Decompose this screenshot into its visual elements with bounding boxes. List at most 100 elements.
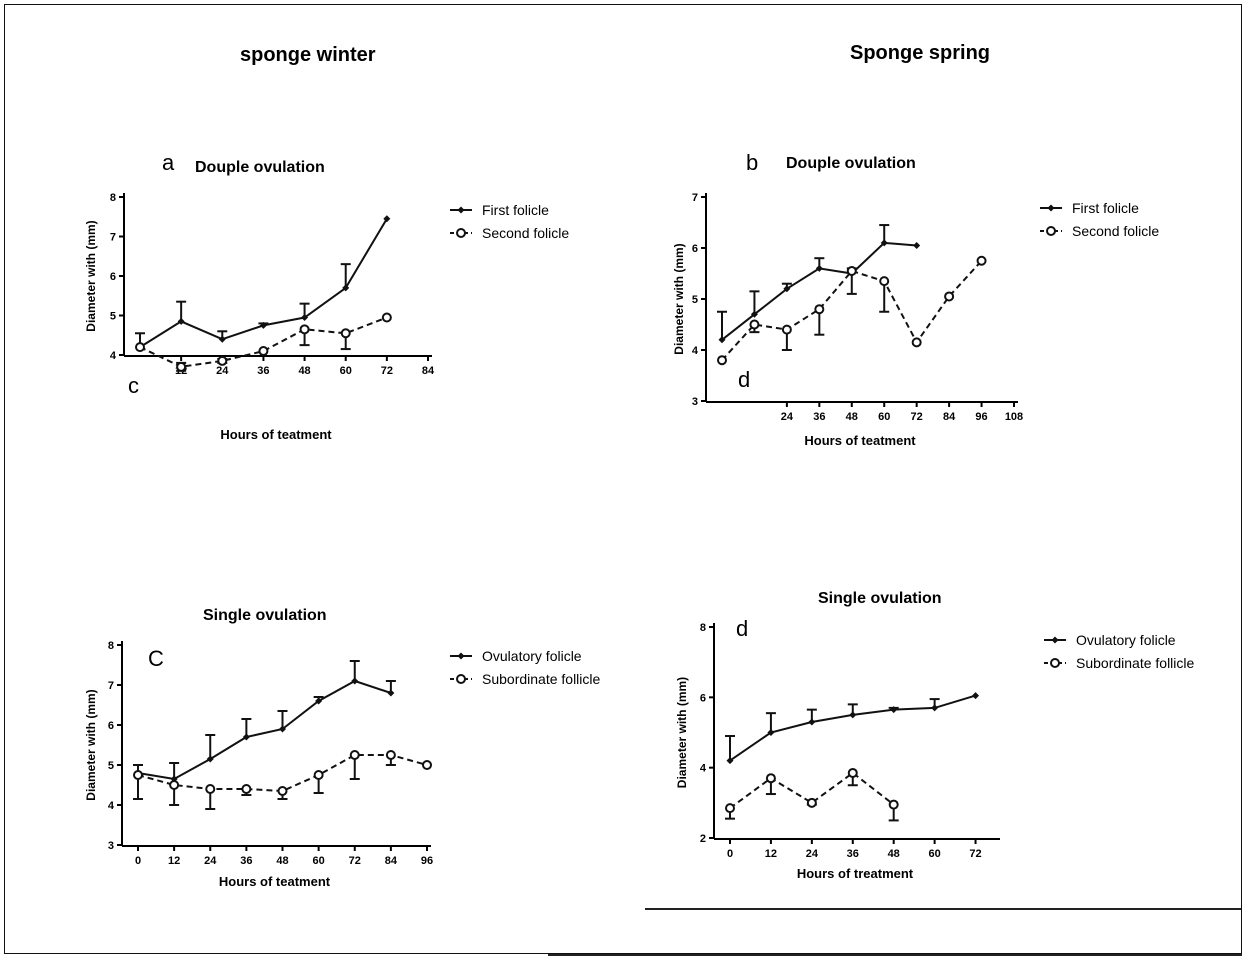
x-tick-label: 0 [135, 855, 141, 867]
data-point [205, 784, 216, 794]
y-tick-label: 5 [692, 294, 698, 306]
legend-label: Subordinate follicle [482, 671, 601, 687]
y-axis-label: Diameter with (mm) [84, 220, 98, 331]
data-point [888, 799, 899, 810]
x-axis-label: Hours of teatment [220, 427, 332, 442]
legend-marker [457, 652, 465, 660]
data-point [913, 241, 921, 249]
heading-sponge-spring: Sponge spring [850, 42, 990, 64]
y-axis-label: Diameter with (mm) [84, 689, 98, 800]
data-point [176, 361, 187, 372]
data-point [765, 773, 776, 784]
legend-label: Second folicle [482, 225, 569, 241]
x-tick-label: 36 [813, 411, 825, 423]
data-point [206, 755, 214, 763]
data-point [218, 335, 226, 343]
panel-letter: d [736, 616, 748, 641]
panel-title: Douple ovulation [195, 159, 325, 176]
y-tick-label: 7 [692, 192, 698, 204]
legend-label: First folicle [482, 202, 549, 218]
data-point [313, 770, 324, 780]
data-point [279, 725, 286, 733]
series-line [137, 679, 392, 781]
legend-marker [1051, 636, 1059, 644]
x-tick-label: 48 [276, 855, 288, 867]
data-point [718, 336, 726, 344]
data-point [717, 355, 727, 366]
legend-label: Subordinate follicle [1076, 655, 1195, 671]
data-point [781, 324, 792, 335]
x-tick-label: 72 [969, 848, 981, 860]
x-tick-label: 48 [298, 365, 310, 377]
figure-border [4, 4, 1242, 954]
legend-marker [457, 206, 465, 214]
y-tick-label: 6 [700, 692, 706, 704]
x-tick-label: 60 [878, 411, 890, 423]
panel-title: Douple ovulation [786, 155, 916, 172]
x-tick-label: 36 [847, 848, 859, 860]
y-tick-label: 6 [110, 271, 116, 283]
panel-letter: b [746, 150, 758, 175]
x-tick-label: 72 [381, 365, 393, 377]
x-axis-label: Hours of teatment [219, 874, 331, 889]
x-tick-label: 84 [422, 365, 435, 377]
data-point [351, 677, 359, 685]
data-point [259, 321, 267, 329]
panel-title: Single ovulation [818, 590, 942, 607]
data-point [726, 757, 734, 765]
legend-marker [1047, 204, 1055, 212]
data-point [815, 264, 823, 272]
data-point [385, 750, 396, 760]
y-tick-label: 3 [692, 396, 698, 408]
data-point [349, 750, 360, 760]
legend-label: First folicle [1072, 200, 1139, 216]
y-tick-label: 4 [110, 350, 117, 362]
data-point [217, 355, 228, 366]
data-point [242, 733, 250, 741]
data-point [422, 760, 432, 770]
data-point [301, 313, 309, 321]
data-point [177, 317, 185, 325]
x-tick-label: 96 [421, 855, 433, 867]
x-tick-label: 72 [911, 411, 923, 423]
data-point [750, 310, 758, 318]
y-tick-label: 3 [108, 840, 114, 852]
y-axis-label: Diameter with (mm) [672, 243, 686, 354]
data-point [381, 312, 392, 323]
series-line [137, 754, 428, 793]
y-tick-label: 5 [110, 311, 116, 323]
x-axis-label: Hours of treatment [797, 866, 914, 881]
x-tick-label: 12 [168, 855, 180, 867]
y-tick-label: 6 [108, 720, 114, 732]
data-point [299, 324, 310, 335]
panel-extra-letter: c [128, 373, 139, 398]
data-point [135, 342, 145, 353]
y-axis-label: Diameter with (mm) [675, 677, 689, 788]
data-point [169, 780, 180, 790]
heading-sponge-winter: sponge winter [240, 44, 376, 66]
data-point [383, 215, 391, 223]
x-tick-label: 36 [257, 365, 269, 377]
legend-label: Ovulatory folicle [1076, 632, 1176, 648]
data-point [846, 265, 857, 276]
data-point [387, 689, 395, 697]
series-line [729, 771, 895, 809]
x-tick-label: 60 [313, 855, 325, 867]
y-tick-label: 8 [110, 192, 116, 204]
x-tick-label: 24 [216, 365, 229, 377]
data-point [806, 797, 817, 808]
data-point [315, 697, 323, 705]
x-tick-label: 108 [1005, 411, 1023, 423]
x-tick-label: 0 [727, 848, 733, 860]
data-point [342, 284, 350, 292]
data-point [880, 239, 888, 247]
data-point [890, 706, 898, 714]
data-point [931, 704, 939, 712]
data-point [911, 337, 922, 348]
y-tick-label: 7 [108, 680, 114, 692]
y-tick-label: 8 [108, 640, 114, 652]
legend-marker [456, 674, 466, 684]
legend-label: Second folicle [1072, 223, 1159, 239]
